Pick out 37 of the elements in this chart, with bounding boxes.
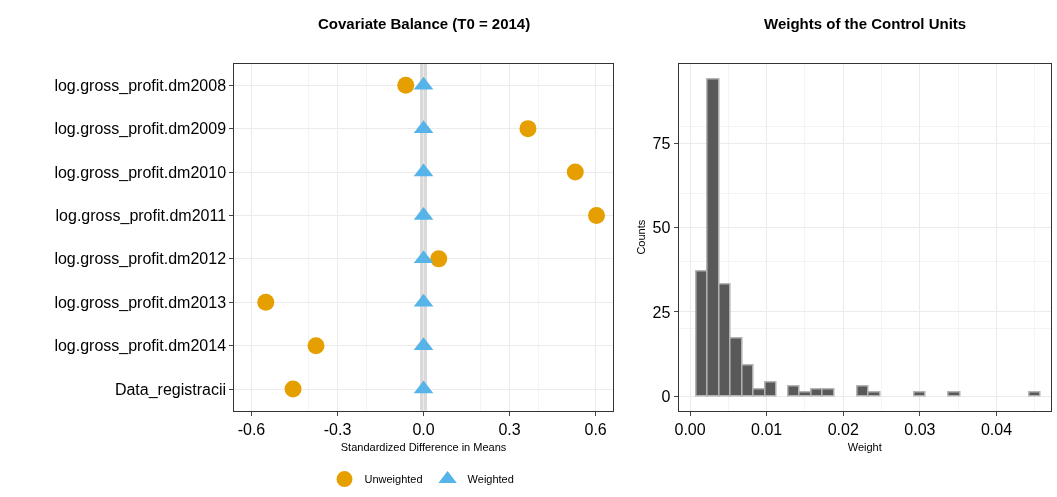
y-axis-title: Counts bbox=[635, 219, 648, 255]
y-tick-label: 25 bbox=[652, 303, 671, 321]
point bbox=[430, 250, 448, 268]
y-tick-label: log.gross_profit.dm2010 bbox=[54, 163, 227, 182]
x-tick-label: 0.00 bbox=[674, 421, 706, 439]
y-tick-label: log.gross_profit.dm2013 bbox=[54, 293, 227, 312]
x-tick-label: 0.01 bbox=[751, 421, 783, 439]
y-tick-label: 75 bbox=[652, 134, 671, 152]
y-tick-label: log.gross_profit.dm2012 bbox=[54, 250, 227, 269]
y-tick-label: log.gross_profit.dm2011 bbox=[55, 207, 227, 226]
y-tick-label: log.gross_profit.dm2009 bbox=[54, 120, 227, 139]
x-tick-label: 0.6 bbox=[584, 421, 607, 439]
point bbox=[257, 293, 275, 311]
x-tick-label: -0.3 bbox=[323, 421, 352, 439]
y-tick-label: 50 bbox=[652, 219, 671, 237]
point bbox=[284, 380, 302, 398]
x-tick-label: 0.3 bbox=[498, 421, 521, 439]
y-tick-label: log.gross_profit.dm2008 bbox=[54, 76, 227, 95]
x-tick-label: -0.6 bbox=[237, 421, 266, 439]
point bbox=[307, 337, 325, 355]
point bbox=[588, 206, 606, 224]
point bbox=[397, 76, 415, 94]
legend-label: Unweighted bbox=[364, 473, 423, 486]
x-axis-title: Weight bbox=[847, 441, 882, 454]
x-tick-label: 0.03 bbox=[904, 421, 936, 439]
chart-title: Weights of the Control Units bbox=[764, 15, 967, 32]
x-tick-label: 0.0 bbox=[412, 421, 435, 439]
x-tick-label: 0.02 bbox=[827, 421, 859, 439]
y-tick-label: Data_registracii bbox=[114, 380, 227, 399]
x-axis-title: Standardized Difference in Means bbox=[340, 441, 507, 454]
chart-title: Covariate Balance (T0 = 2014) bbox=[318, 15, 531, 32]
x-tick-label: 0.04 bbox=[980, 421, 1013, 439]
y-tick-label: log.gross_profit.dm2014 bbox=[54, 337, 227, 356]
legend-label: Weighted bbox=[467, 473, 514, 486]
y-tick-label: 0 bbox=[661, 387, 671, 405]
point bbox=[519, 120, 537, 138]
point bbox=[566, 163, 584, 181]
